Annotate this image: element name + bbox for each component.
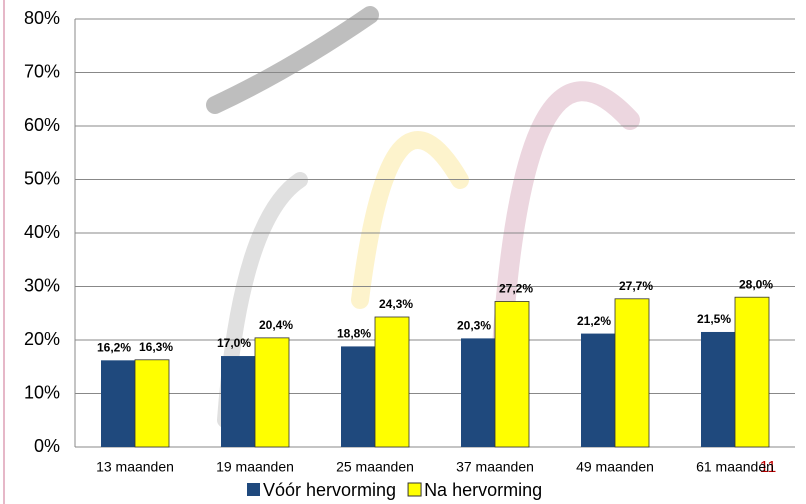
data-label: 16,2% <box>97 341 131 355</box>
legend-label: Vóór hervorming <box>263 480 396 500</box>
bar <box>701 332 735 447</box>
data-label: 17,0% <box>217 336 251 350</box>
x-tick-label: 25 maanden <box>336 459 414 475</box>
y-tick-label: 60% <box>24 115 60 135</box>
legend-swatch <box>247 483 260 496</box>
data-label: 21,5% <box>697 312 731 326</box>
bar <box>375 317 409 447</box>
bar <box>495 301 529 447</box>
x-tick-label: 49 maanden <box>576 459 654 475</box>
data-label: 20,4% <box>259 318 293 332</box>
bar <box>135 360 169 447</box>
data-label: 18,8% <box>337 327 371 341</box>
data-label: 21,2% <box>577 314 611 328</box>
bar <box>461 338 495 447</box>
bar <box>341 346 375 447</box>
bar <box>615 299 649 447</box>
x-tick-label: 37 maanden <box>456 459 534 475</box>
data-label: 20,3% <box>457 319 491 333</box>
y-tick-label: 40% <box>24 222 60 242</box>
data-label: 27,2% <box>499 282 533 296</box>
y-tick-label: 80% <box>24 8 60 28</box>
data-label: 28,0% <box>739 277 773 291</box>
y-tick-label: 20% <box>24 329 60 349</box>
bar <box>101 360 135 447</box>
legend-swatch <box>408 483 421 496</box>
data-label: 16,3% <box>139 340 173 354</box>
y-tick-label: 70% <box>24 61 60 81</box>
y-tick-label: 0% <box>34 436 60 456</box>
chart: 11 0%10%20%30%40%50%60%70%80%13 maanden1… <box>0 0 806 504</box>
y-tick-label: 10% <box>24 382 60 402</box>
data-label: 27,7% <box>619 279 653 293</box>
legend-label: Na hervorming <box>424 480 542 500</box>
x-tick-label: 13 maanden <box>96 459 174 475</box>
bar <box>581 334 615 447</box>
background-decoration <box>4 0 630 504</box>
y-tick-label: 50% <box>24 168 60 188</box>
y-tick-label: 30% <box>24 275 60 295</box>
bar <box>735 297 769 447</box>
bar <box>255 338 289 447</box>
bar <box>221 356 255 447</box>
x-tick-label: 19 maanden <box>216 459 294 475</box>
data-label: 24,3% <box>379 297 413 311</box>
x-tick-label: 61 maanden <box>696 459 774 475</box>
